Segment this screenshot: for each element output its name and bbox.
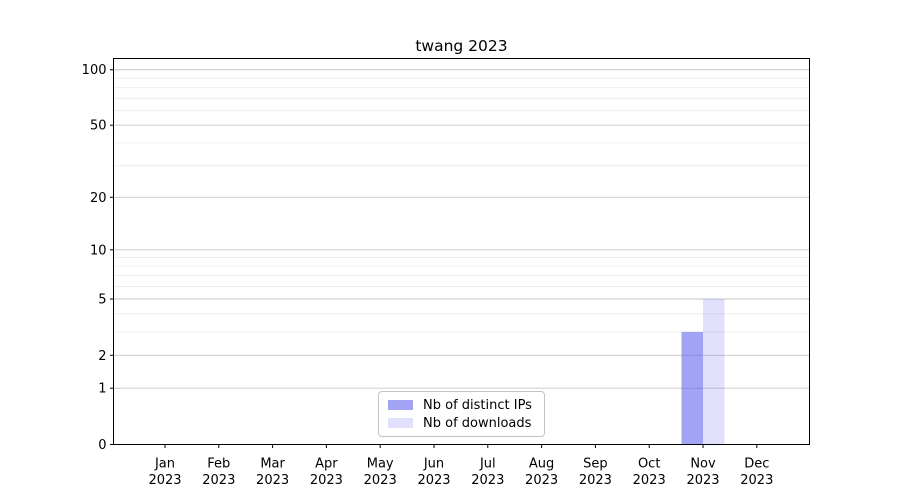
legend-swatch-distinct-ips: [388, 400, 413, 410]
y-tick-label: 0: [98, 438, 106, 453]
y-tick-label: 10: [90, 243, 107, 258]
x-tick-label: Jul 2023: [471, 457, 504, 489]
bar-downloads: [703, 299, 725, 445]
x-tick-label: Nov 2023: [686, 457, 719, 489]
x-tick-label: Oct 2023: [633, 457, 666, 489]
legend-label-distinct-ips: Nb of distinct IPs: [423, 397, 532, 413]
legend-swatch-downloads: [388, 418, 413, 428]
x-tick-label: Dec 2023: [740, 457, 773, 489]
legend: Nb of distinct IPs Nb of downloads: [378, 391, 545, 437]
x-tick-label: Feb 2023: [202, 457, 235, 489]
legend-label-downloads: Nb of downloads: [423, 415, 532, 431]
legend-item-distinct-ips: Nb of distinct IPs: [388, 399, 544, 412]
y-tick-label: 2: [98, 349, 106, 364]
y-tick-label: 1: [98, 382, 106, 397]
y-tick-label: 100: [82, 63, 107, 78]
x-tick-label: Jun 2023: [417, 457, 450, 489]
x-tick-label: Aug 2023: [525, 457, 558, 489]
plot-border: [113, 58, 810, 445]
legend-item-downloads: Nb of downloads: [388, 417, 544, 430]
chart-title: twang 2023: [415, 37, 508, 55]
x-tick-label: Mar 2023: [256, 457, 289, 489]
bar-distinct-ips: [681, 331, 703, 445]
y-tick-label: 5: [98, 293, 106, 308]
x-tick-label: Sep 2023: [579, 457, 612, 489]
y-tick-label: 50: [90, 119, 107, 134]
x-tick-label: Jan 2023: [148, 457, 181, 489]
y-tick-label: 20: [90, 191, 107, 206]
x-tick-label: Apr 2023: [310, 457, 343, 489]
x-tick-label: May 2023: [364, 457, 397, 489]
